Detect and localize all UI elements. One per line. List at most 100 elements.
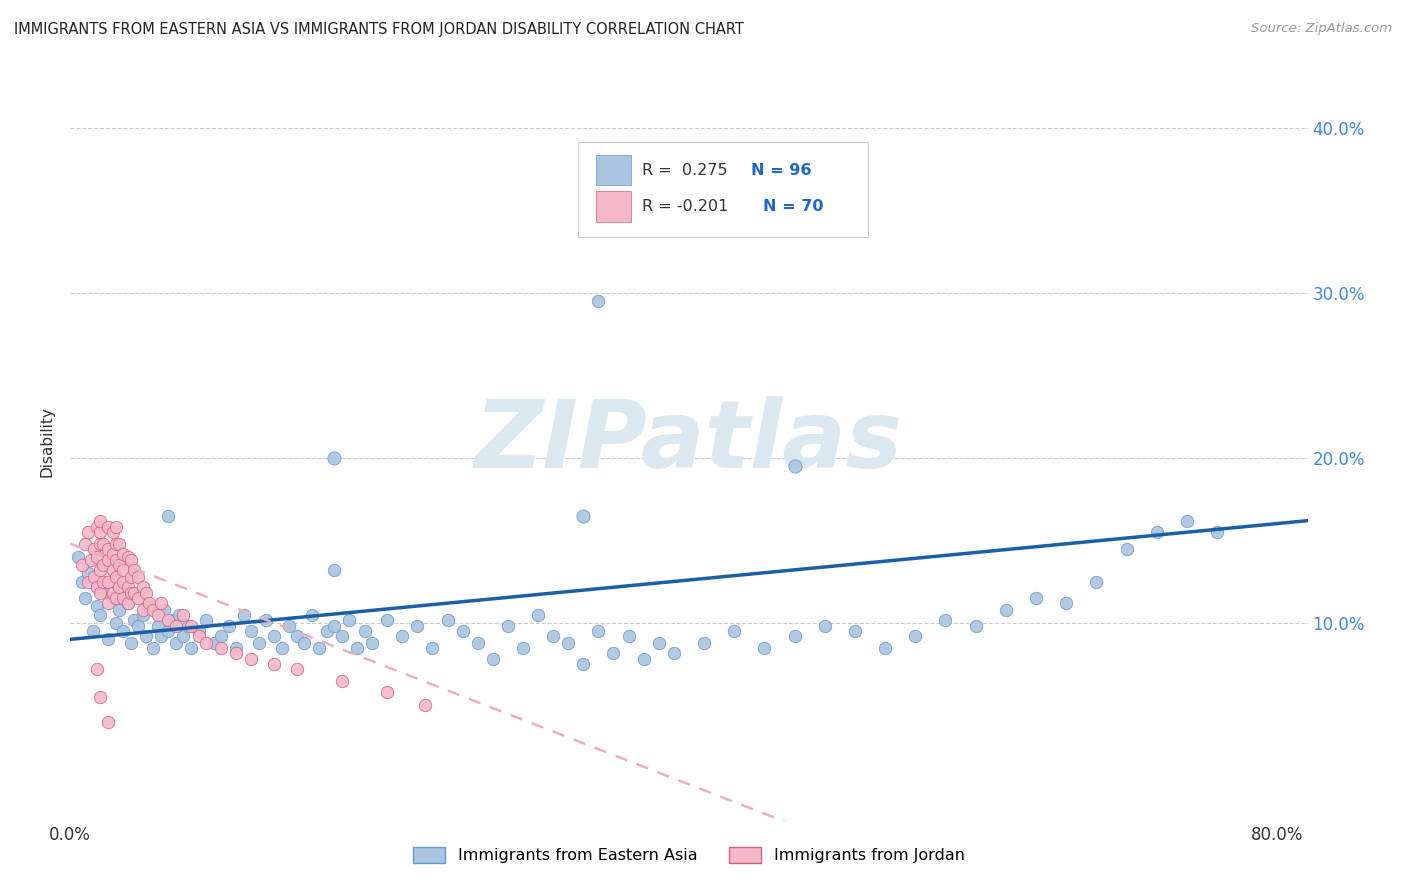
Text: N = 96: N = 96: [751, 162, 811, 178]
Point: [323, 619, 346, 633]
Point: [132, 607, 155, 622]
Point: [527, 607, 550, 622]
Point: [117, 580, 139, 594]
Point: [86, 580, 108, 594]
Point: [413, 698, 436, 713]
Point: [263, 657, 285, 671]
Point: [83, 541, 105, 556]
Point: [77, 574, 100, 589]
Point: [120, 586, 142, 600]
Point: [1115, 541, 1137, 556]
Point: [107, 580, 129, 594]
Point: [904, 629, 927, 643]
Point: [247, 635, 270, 649]
Point: [93, 558, 115, 573]
Text: R = -0.201: R = -0.201: [643, 199, 728, 214]
Point: [1146, 525, 1168, 540]
Point: [572, 657, 595, 671]
Point: [101, 563, 124, 577]
Point: [1175, 514, 1198, 528]
Point: [157, 624, 180, 639]
Point: [225, 640, 247, 655]
Text: R =  0.275: R = 0.275: [643, 162, 727, 178]
Point: [965, 619, 987, 633]
Point: [278, 619, 301, 633]
Point: [153, 602, 176, 616]
Point: [89, 586, 111, 600]
Point: [75, 591, 97, 606]
Point: [149, 596, 172, 610]
Point: [97, 553, 120, 567]
Point: [602, 646, 624, 660]
Point: [375, 685, 398, 699]
Point: [451, 624, 474, 639]
Point: [541, 629, 564, 643]
Point: [218, 619, 240, 633]
Point: [157, 508, 180, 523]
Point: [323, 450, 346, 465]
Point: [72, 558, 94, 573]
Point: [89, 514, 111, 528]
Point: [232, 607, 254, 622]
Point: [934, 613, 956, 627]
Point: [127, 619, 149, 633]
Point: [135, 586, 157, 600]
Point: [391, 629, 413, 643]
Point: [240, 624, 263, 639]
Point: [180, 619, 202, 633]
Point: [1025, 591, 1047, 606]
Point: [86, 599, 108, 614]
Point: [120, 570, 142, 584]
Point: [172, 629, 194, 643]
Point: [104, 591, 127, 606]
Point: [89, 537, 111, 551]
Point: [436, 613, 458, 627]
Point: [323, 563, 346, 577]
Point: [104, 520, 127, 534]
Point: [101, 591, 124, 606]
Point: [240, 652, 263, 666]
Point: [83, 570, 105, 584]
FancyBboxPatch shape: [596, 191, 631, 221]
Point: [783, 459, 806, 474]
Point: [256, 613, 278, 627]
Point: [117, 596, 139, 610]
Point: [202, 635, 225, 649]
Point: [754, 640, 776, 655]
FancyBboxPatch shape: [578, 142, 869, 236]
Point: [187, 629, 209, 643]
Point: [270, 640, 292, 655]
Point: [122, 563, 145, 577]
Point: [195, 635, 218, 649]
Point: [77, 566, 100, 581]
Point: [122, 586, 145, 600]
Point: [814, 619, 837, 633]
Point: [77, 525, 100, 540]
Point: [617, 629, 640, 643]
Point: [132, 580, 155, 594]
Point: [330, 673, 353, 688]
Point: [315, 624, 337, 639]
Point: [97, 541, 120, 556]
Point: [844, 624, 866, 639]
Point: [138, 599, 160, 614]
Point: [93, 574, 115, 589]
Point: [97, 714, 120, 729]
Point: [138, 596, 160, 610]
Point: [875, 640, 897, 655]
Point: [112, 591, 135, 606]
Point: [97, 520, 120, 534]
Text: IMMIGRANTS FROM EASTERN ASIA VS IMMIGRANTS FROM JORDAN DISABILITY CORRELATION CH: IMMIGRANTS FROM EASTERN ASIA VS IMMIGRAN…: [14, 22, 744, 37]
Point: [177, 619, 200, 633]
Point: [195, 613, 218, 627]
Point: [157, 613, 180, 627]
Legend: Immigrants from Eastern Asia, Immigrants from Jordan: Immigrants from Eastern Asia, Immigrants…: [406, 840, 972, 870]
Point: [361, 635, 384, 649]
Point: [994, 602, 1017, 616]
Point: [167, 607, 190, 622]
Point: [165, 619, 187, 633]
Point: [104, 570, 127, 584]
Point: [93, 537, 115, 551]
Point: [330, 629, 353, 643]
Point: [783, 629, 806, 643]
